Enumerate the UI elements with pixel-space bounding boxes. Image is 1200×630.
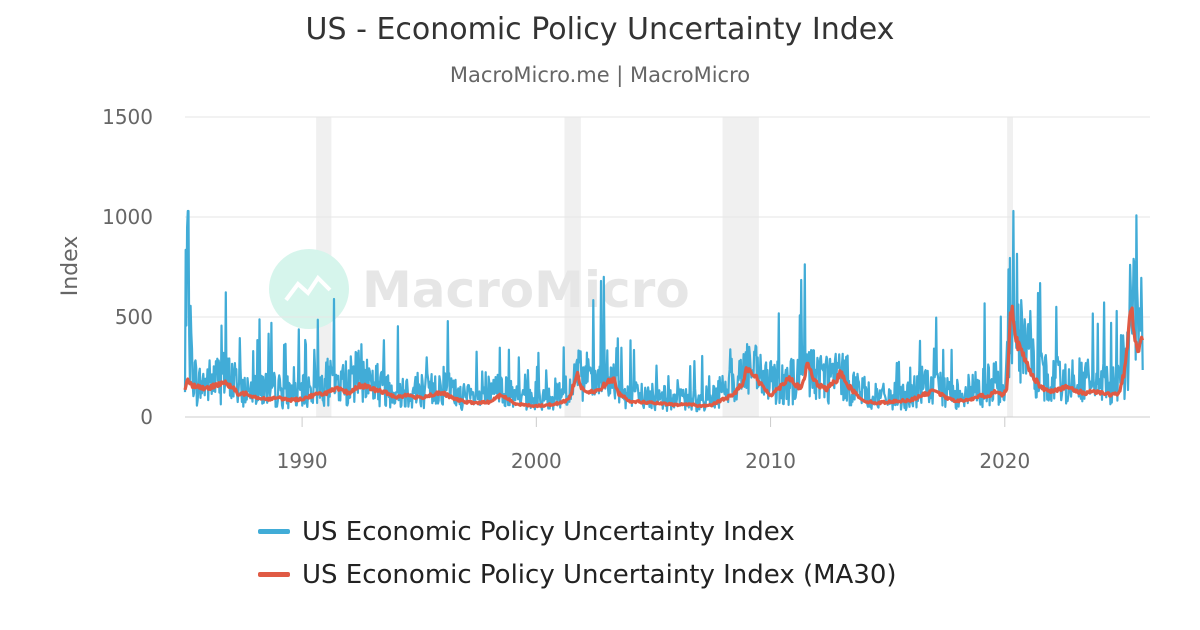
series-layer [183,209,1145,413]
chart-title: US - Economic Policy Uncertainty Index [305,12,895,47]
legend-label-epu-ma30: US Economic Policy Uncertainty Index (MA… [302,559,897,590]
watermark: MacroMicro [269,249,690,329]
y-tick-label: 500 [115,305,153,329]
y-tick-label: 1500 [102,105,153,129]
series-line-epu-ma30 [183,304,1145,409]
gridlines [185,116,1150,418]
x-tick-label: 2000 [511,449,562,473]
y-tick-label: 1000 [102,205,153,229]
legend-item-epu[interactable]: US Economic Policy Uncertainty Index [258,510,897,553]
recession-band [564,117,581,417]
legend: US Economic Policy Uncertainty Index US … [258,510,897,596]
x-axis-ticks: 1990 2000 2010 2020 [277,417,1030,473]
legend-swatch-epu [258,529,290,534]
legend-item-epu-ma30[interactable]: US Economic Policy Uncertainty Index (MA… [258,553,897,596]
x-tick-label: 2010 [745,449,796,473]
x-tick-label: 1990 [277,449,328,473]
watermark-text: MacroMicro [362,261,690,319]
x-tick-label: 2020 [979,449,1030,473]
watermark-logo-chart-icon [284,274,332,302]
y-axis-ticks: 0 500 1000 1500 [102,105,153,429]
legend-label-epu: US Economic Policy Uncertainty Index [302,516,795,547]
chart-subtitle: MacroMicro.me | MacroMicro [449,63,751,87]
y-axis-title: Index [58,236,83,297]
legend-swatch-epu-ma30 [258,572,290,577]
y-tick-label: 0 [140,405,153,429]
